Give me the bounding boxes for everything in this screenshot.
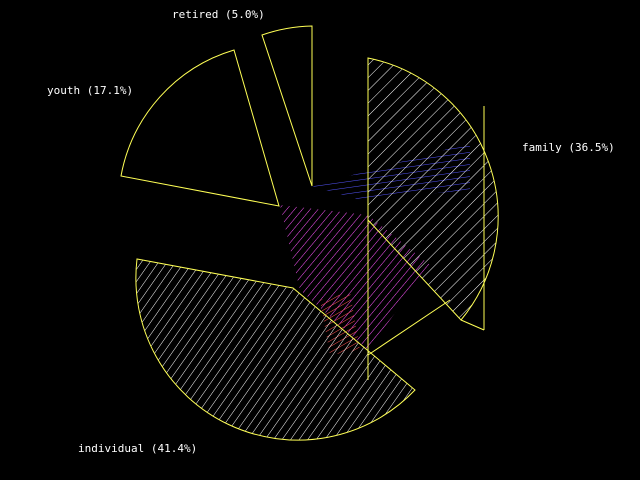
pie-slice-retired <box>261 25 313 187</box>
pie-slice-family-depth <box>460 106 485 331</box>
pie-slice-family <box>367 57 499 321</box>
pie-slice-individual-depth <box>367 220 451 380</box>
slice-label-retired: retired (5.0%) <box>172 8 265 21</box>
pie-slice-individual <box>135 258 416 441</box>
slice-label-youth: youth (17.1%) <box>47 84 133 97</box>
slice-label-family: family (36.5%) <box>522 141 615 154</box>
slice-label-individual: individual (41.4%) <box>78 442 197 455</box>
pie-slice-youth <box>120 49 280 207</box>
